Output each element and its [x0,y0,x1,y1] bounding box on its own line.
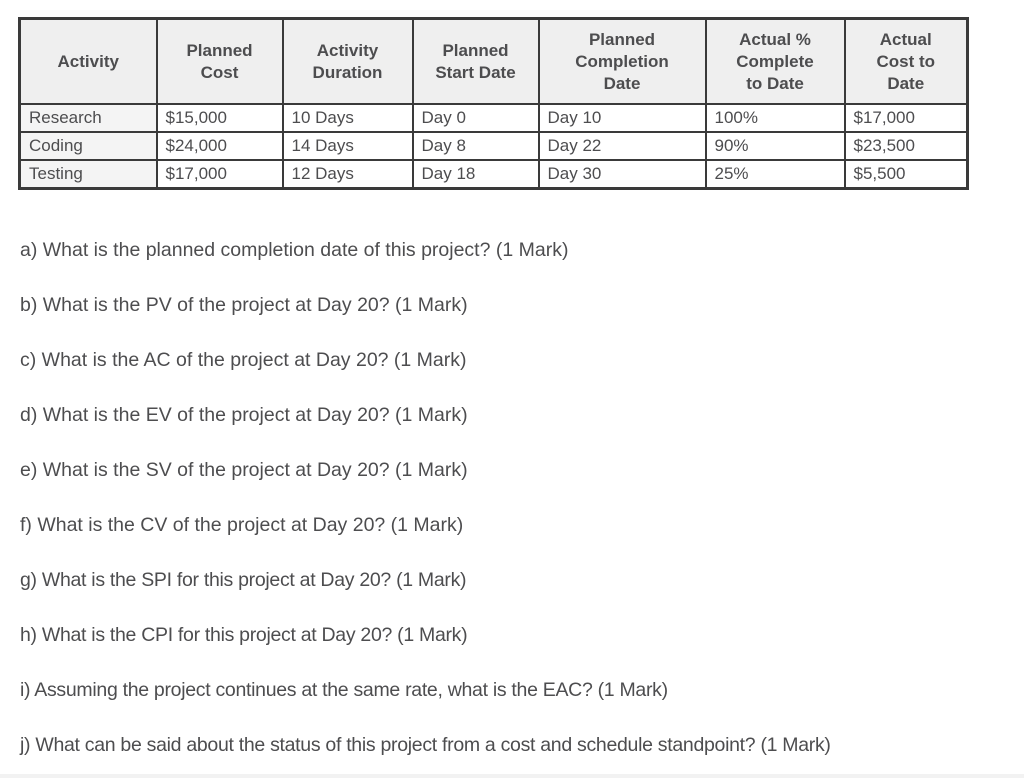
evm-activity-table: Activity Planned Cost Activity Duration … [18,17,969,190]
cell-actual-cost-to-date: $23,500 [843,131,969,161]
cell-activity-duration: 10 Days [281,103,414,133]
header-activity: Activity [18,17,158,105]
cell-activity-duration: 12 Days [281,159,414,190]
cell-actual-pct-complete: 25% [704,159,846,190]
header-actual-cost-to-date: Actual Cost to Date [843,17,969,105]
cell-actual-pct-complete: 100% [704,103,846,133]
question-g: g) What is the SPI for this project at D… [20,569,467,591]
cell-actual-cost-to-date: $5,500 [843,159,969,190]
question-e: e) What is the SV of the project at Day … [20,459,468,481]
cell-planned-cost: $24,000 [155,131,284,161]
cell-planned-completion-date: Day 22 [537,131,707,161]
table-row-testing: Testing $17,000 12 Days Day 18 Day 30 25… [18,159,969,190]
cell-activity-duration: 14 Days [281,131,414,161]
question-h: h) What is the CPI for this project at D… [20,624,468,646]
header-activity-duration: Activity Duration [281,17,414,105]
header-planned-completion-date: Planned Completion Date [537,17,707,105]
cell-activity-name: Testing [18,159,158,190]
bottom-edge-strip [0,774,1024,778]
question-a: a) What is the planned completion date o… [20,239,569,261]
table-header-row: Activity Planned Cost Activity Duration … [18,17,969,105]
cell-actual-cost-to-date: $17,000 [843,103,969,133]
cell-activity-name: Research [18,103,158,133]
cell-planned-start-date: Day 0 [411,103,540,133]
question-d: d) What is the EV of the project at Day … [20,404,468,426]
header-actual-pct-complete: Actual % Complete to Date [704,17,846,105]
cell-actual-pct-complete: 90% [704,131,846,161]
cell-planned-cost: $17,000 [155,159,284,190]
table-row-research: Research $15,000 10 Days Day 0 Day 10 10… [18,103,969,133]
cell-planned-cost: $15,000 [155,103,284,133]
cell-activity-name: Coding [18,131,158,161]
question-i: i) Assuming the project continues at the… [20,679,668,701]
question-b: b) What is the PV of the project at Day … [20,294,468,316]
header-planned-cost: Planned Cost [155,17,284,105]
cell-planned-completion-date: Day 30 [537,159,707,190]
evm-activity-table-container: Activity Planned Cost Activity Duration … [18,17,969,190]
question-list: a) What is the planned completion date o… [20,237,1010,781]
question-j: j) What can be said about the status of … [20,734,831,756]
cell-planned-start-date: Day 18 [411,159,540,190]
header-planned-start-date: Planned Start Date [411,17,540,105]
table-row-coding: Coding $24,000 14 Days Day 8 Day 22 90% … [18,131,969,161]
cell-planned-completion-date: Day 10 [537,103,707,133]
question-f: f) What is the CV of the project at Day … [20,514,464,536]
question-c: c) What is the AC of the project at Day … [20,349,467,371]
cell-planned-start-date: Day 8 [411,131,540,161]
